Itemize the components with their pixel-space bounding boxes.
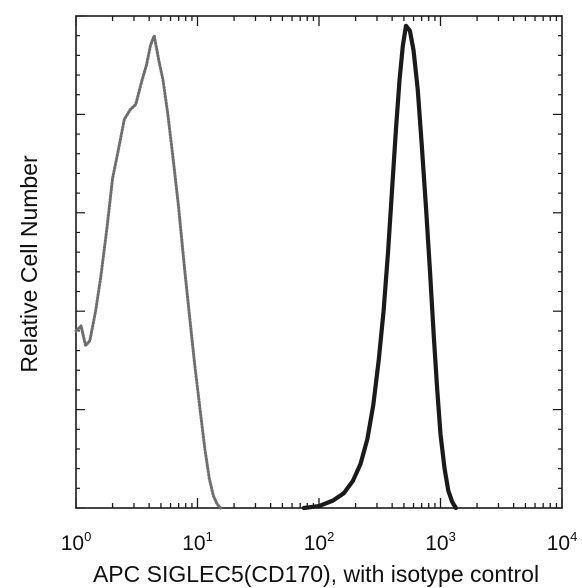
x-tick-label: 101 (182, 529, 213, 555)
x-tick-label: 102 (304, 529, 335, 555)
y-axis-title: Relative Cell Number (16, 155, 42, 373)
axis-ticks (75, 15, 563, 509)
x-tick-label: 100 (61, 529, 92, 555)
x-tick-labels: 100 101 102 103 104 (61, 529, 578, 555)
x-tick-label: 103 (425, 529, 456, 555)
series-group (74, 23, 459, 511)
x-axis-title: APC SIGLEC5(CD170), with isotype control (93, 561, 539, 587)
isotype-control-curve (74, 34, 223, 510)
stained-sample-curve (301, 23, 459, 511)
plot-frame (75, 15, 563, 509)
x-tick-label: 104 (547, 529, 578, 555)
